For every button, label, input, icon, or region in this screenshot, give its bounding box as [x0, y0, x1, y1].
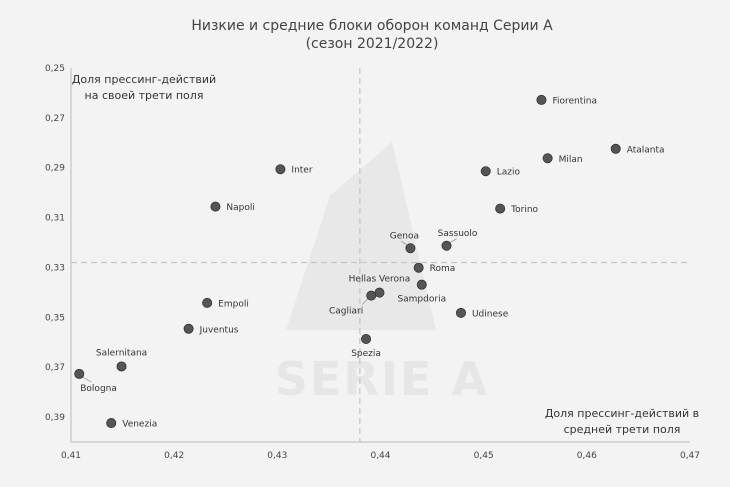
annotation-top-left-line2: на своей трети поля: [85, 89, 204, 102]
data-point: [74, 368, 85, 379]
point-label: Sassuolo: [438, 229, 478, 239]
point-label: Fiorentina: [552, 96, 597, 106]
data-point: [366, 290, 377, 301]
label-connector: [449, 238, 457, 244]
y-tick-label: 0,29: [45, 164, 65, 174]
point-label: Lazio: [497, 168, 521, 178]
point-label: Napoli: [226, 203, 254, 213]
x-tick-label: 0,45: [474, 451, 494, 461]
point-label: Cagliari: [329, 307, 363, 317]
point-label: Torino: [510, 205, 538, 215]
data-point: [405, 243, 416, 254]
point-label: Sampdoria: [397, 295, 446, 305]
watermark-text: SERIE A: [275, 352, 489, 406]
annotation-bottom-right-line2: средней трети поля: [564, 423, 681, 436]
point-label: Venezia: [122, 420, 157, 430]
data-point: [210, 201, 221, 212]
axes: 0,41 0,42 0,43 0,44 0,45 0,46 0,47 0,25 0,27 0,29…: [45, 64, 700, 461]
data-point: [610, 143, 621, 154]
annotation-bottom-right-line1: Доля прессинг-действий в: [545, 407, 699, 420]
annotation-top-left-line1: Доля прессинг-действий: [72, 73, 216, 86]
x-tick-label: 0,43: [267, 451, 287, 461]
data-points: [74, 94, 621, 429]
label-connector: [361, 298, 369, 305]
x-tick-label: 0,41: [61, 451, 81, 461]
point-label: Empoli: [218, 299, 249, 309]
data-point: [441, 240, 452, 251]
x-tick-label: 0,47: [680, 451, 700, 461]
data-point: [536, 94, 547, 105]
reference-lines: [71, 68, 690, 442]
data-point: [361, 334, 372, 345]
point-label: Milan: [559, 155, 583, 165]
data-point: [106, 418, 117, 429]
chart-subtitle: (сезон 2021/2022): [306, 36, 439, 52]
point-label: Inter: [291, 166, 312, 176]
data-point: [374, 287, 385, 298]
chart-title: Низкие и средние блоки оборон команд Сер…: [191, 18, 553, 34]
data-point: [542, 153, 553, 164]
serie-a-watermark: SERIE A: [275, 142, 489, 406]
y-tick-label: 0,39: [45, 413, 65, 423]
data-point: [455, 307, 466, 318]
point-label: Genoa: [390, 231, 419, 241]
data-point: [116, 361, 127, 372]
point-label: Hellas Verona: [349, 275, 411, 285]
y-tick-label: 0,33: [45, 263, 65, 273]
point-label: Spezia: [351, 349, 381, 359]
data-point: [495, 203, 506, 214]
x-tick-label: 0,44: [370, 451, 390, 461]
data-point: [183, 323, 194, 334]
label-connector: [401, 240, 408, 246]
watermark-shield-shape: [286, 142, 436, 330]
y-tick-label: 0,27: [45, 114, 65, 124]
point-label: Juventus: [199, 325, 239, 335]
point-label: Roma: [430, 264, 456, 274]
y-tick-label: 0,35: [45, 313, 65, 323]
point-label: Udinese: [472, 309, 509, 319]
data-point: [480, 166, 491, 177]
data-point: [275, 164, 286, 175]
x-tick-label: 0,46: [577, 451, 597, 461]
point-label: Bologna: [80, 384, 117, 394]
y-tick-label: 0,37: [45, 363, 65, 373]
point-label: Atalanta: [627, 145, 665, 155]
label-connector: [82, 376, 92, 383]
point-labels: Fiorentina Atalanta Milan Lazio Torino Inter N…: [80, 96, 664, 429]
data-point: [202, 297, 213, 308]
point-label: Salernitana: [96, 348, 147, 358]
x-tick-label: 0,42: [164, 451, 184, 461]
label-connectors: [82, 238, 457, 383]
y-tick-label: 0,25: [45, 64, 65, 74]
data-point: [416, 279, 427, 290]
data-point: [413, 262, 424, 273]
y-tick-label: 0,31: [45, 214, 65, 224]
